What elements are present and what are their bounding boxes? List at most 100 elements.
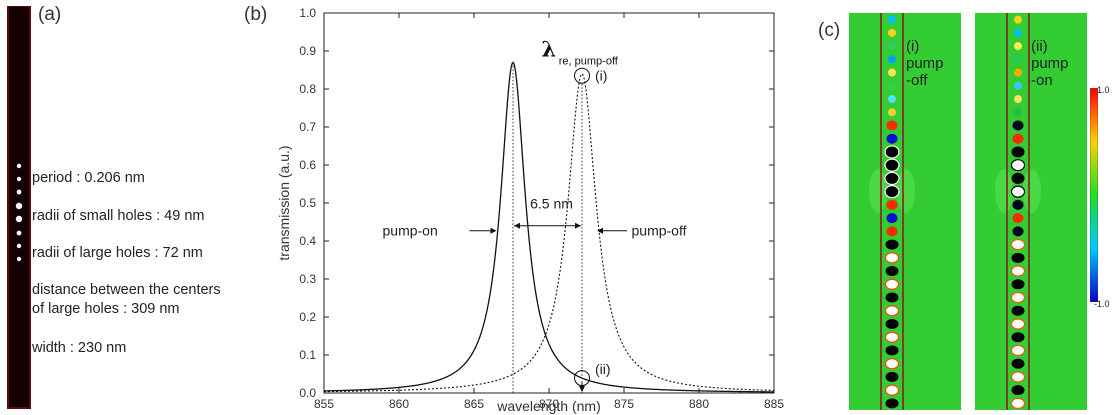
field-lobe: [885, 345, 899, 356]
baseline-pointer-head: [579, 386, 585, 392]
shift-arrowhead-left: [514, 222, 520, 229]
y-tick-label: 0.6: [299, 158, 316, 172]
field-lobe: [1012, 226, 1024, 237]
y-tick-label: 0.5: [299, 196, 316, 210]
field-lobe: [888, 68, 896, 77]
spec-small-holes: radii of small holes : 49 nm: [32, 208, 205, 224]
field-lobe: [885, 318, 899, 329]
field-lobe: [1010, 344, 1026, 357]
field-lobe: [1011, 385, 1025, 396]
hole: [15, 202, 23, 210]
field-glow: [869, 169, 887, 213]
field-lobe: [885, 292, 899, 303]
shift-arrowhead-right: [575, 222, 581, 229]
field-lobe: [1014, 28, 1022, 37]
x-tick-label: 865: [464, 397, 484, 411]
field-lobe: [1014, 81, 1022, 90]
field-glow: [897, 169, 915, 213]
hole: [16, 189, 22, 195]
marker-circle-i: [574, 67, 590, 84]
pump-off-label: pump-off: [632, 223, 687, 239]
y-tick-label: 0.8: [299, 82, 316, 96]
y-tick-label: 0.7: [299, 120, 316, 134]
field-lobe: [885, 371, 899, 382]
hole: [16, 243, 22, 249]
field-lobe: [888, 81, 896, 90]
pump-on-label: pump-on: [383, 223, 438, 239]
y-tick-label: 0.2: [299, 310, 316, 324]
spec-distance-line2: of large holes : 309 nm: [32, 301, 180, 317]
spec-width: width : 230 nm: [32, 340, 127, 356]
field-lobe: [1010, 318, 1026, 330]
field-lobe: [885, 266, 899, 277]
field-lobe: [1011, 305, 1025, 316]
field-lobe: [1014, 55, 1022, 64]
field-lobe: [1011, 146, 1025, 158]
field-map-pump-off: [849, 13, 961, 410]
panel-label-b: (b): [244, 4, 268, 25]
hole-array: [15, 163, 23, 262]
field-lobe: [885, 239, 899, 250]
field-map-pump-on: [975, 13, 1087, 410]
spec-distance-line1: distance between the centers: [32, 282, 221, 298]
field-lobe: [1011, 332, 1025, 343]
waveguide-schematic: [7, 6, 31, 409]
field-glow: [1023, 169, 1041, 213]
field-lobe: [1010, 371, 1026, 383]
map-label-pump-off: (i) pump -off: [906, 38, 944, 89]
field-lobe: [1010, 397, 1026, 409]
field-lobe: [1011, 252, 1025, 263]
field-lobe: [1010, 265, 1026, 277]
field-lobe: [1011, 358, 1025, 369]
x-axis-title: wavelength (nm): [496, 398, 601, 414]
field-lobe: [1014, 95, 1022, 104]
hole: [15, 215, 23, 223]
field-lobe: [884, 358, 900, 370]
field-lobe: [884, 185, 900, 199]
y-tick-label: 1.0: [299, 6, 316, 20]
hole: [16, 163, 22, 169]
transmission-chart: 855 860 865 870 875 880 885 0.0 0.1 0.2 0.3 0.4 0.5…: [276, 6, 784, 414]
colorbar-max: 1.0: [1097, 85, 1110, 95]
field-lobe: [886, 213, 898, 224]
hole: [16, 176, 22, 182]
colorbar-min: -1.0: [1094, 299, 1110, 309]
field-lobe: [1010, 159, 1026, 172]
field-lobe: [884, 305, 900, 317]
panel-label-a: (a): [38, 4, 62, 25]
y-tick-label: 0.1: [299, 348, 316, 362]
field-background: [975, 13, 1087, 410]
field-lobe: [884, 158, 900, 172]
field-lobe: [884, 384, 900, 396]
field-lobe: [888, 55, 896, 64]
y-tick-label: 0.4: [299, 234, 316, 248]
shift-label: 6.5 nm: [530, 196, 573, 212]
waveguide-border: [7, 6, 31, 409]
marker-label-i: (i): [595, 68, 607, 84]
field-lobe: [886, 226, 898, 237]
x-tick-label: 875: [614, 397, 634, 411]
x-tick-label: 870: [539, 397, 559, 411]
hole: [16, 230, 22, 236]
field-lobe: [1014, 15, 1022, 24]
field-lobe: [886, 120, 898, 131]
hole: [16, 256, 22, 262]
field-lobe: [884, 145, 900, 159]
field-lobe: [888, 15, 896, 24]
colorbar: [1090, 88, 1098, 302]
y-axis-title: transmission (a.u.): [276, 145, 292, 260]
field-lobe: [1011, 279, 1025, 290]
field-background: [849, 13, 961, 410]
y-tick-label: 0.9: [299, 44, 316, 58]
field-lobe: [1014, 68, 1022, 77]
field-lobe: [888, 28, 896, 37]
field-lobe: [1012, 213, 1024, 224]
field-lobe: [884, 252, 900, 264]
field-glow: [995, 169, 1013, 213]
field-lobe: [1014, 42, 1022, 51]
y-tick-label: 0.0: [299, 386, 316, 400]
x-tick-label: 855: [314, 397, 334, 411]
field-lobe: [1010, 238, 1026, 251]
pump-off-pointer-head: [597, 227, 603, 234]
field-lobe: [884, 331, 900, 343]
